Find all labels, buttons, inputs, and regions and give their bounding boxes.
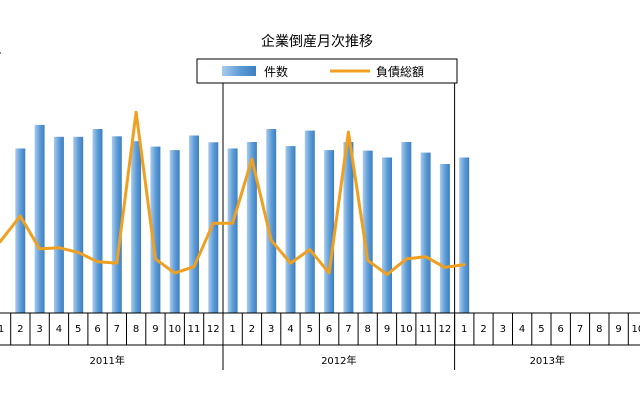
bar-18 [324,150,335,313]
x-tick-label: 3 [268,324,274,335]
bar-21 [382,157,392,313]
x-tick-label: 12 [439,324,452,335]
bar-22 [401,142,412,313]
x-tick-label: 2 [249,324,255,335]
x-tick-label: 4 [519,324,525,335]
year-label: 2011年 [89,354,124,367]
bar-4 [53,136,64,313]
x-tick-label: 8 [133,324,139,335]
bar-5 [73,136,84,313]
bar-10 [169,150,180,313]
x-tick-label: 1 [0,324,4,335]
series-line-debt-total [0,110,466,276]
bar-12 [208,142,219,313]
bar-20 [362,150,373,313]
x-tick-label: 8 [596,324,602,335]
bar-24 [439,164,450,313]
x-tick-label: 1 [229,324,235,335]
bar-16 [285,146,296,313]
x-tick-label: 3 [500,324,506,335]
x-tick-label: 12 [207,324,220,335]
bar-13 [227,148,238,313]
bar-19 [343,142,354,313]
bar-8 [131,141,142,313]
bar-17 [304,130,315,313]
year-label: 2012年 [321,354,356,367]
bar-3 [34,124,45,314]
x-tick-label: 10 [168,324,181,335]
x-tick-label: 9 [384,324,390,335]
x-tick-label: 8 [365,324,371,335]
x-tick-label: 5 [75,324,81,335]
x-tick-label: 6 [326,324,332,335]
bar-25 [459,157,470,313]
x-tick-label: 3 [36,324,42,335]
legend-bar-label: 件数 [264,64,288,79]
x-tick-label: 11 [419,324,432,335]
x-tick-label: 6 [558,324,564,335]
bar-9 [150,146,161,313]
chart-title: 企業倒産月次推移 [261,33,373,50]
bar-7 [111,136,122,313]
legend-line-label: 負債総額 [376,64,424,79]
bar-2 [15,148,26,313]
legend-bar-swatch [222,66,256,76]
x-tick-label: 9 [152,324,158,335]
x-tick-label: 10 [400,324,413,335]
x-tick-label: 7 [577,324,583,335]
x-tick-label: 9 [615,324,621,335]
bar-6 [92,129,103,313]
legend: 件数 負債総額 [196,58,458,84]
x-tick-label: 10 [632,324,640,335]
x-tick-label: 2 [17,324,23,335]
x-tick-label: 5 [307,324,313,335]
x-tick-label: 5 [538,324,544,335]
plot-area: 1 2 3 4 5 6 7 8 9 10 11 12 1 2 3 4 5 6 7 8 9 10 11 12 1 2 3 4 5 6 7 8 9 1… [0,83,640,370]
x-tick-label: 2 [480,324,486,335]
x-tick-label: 7 [114,324,120,335]
bar-15 [266,129,277,313]
x-tick-label: 4 [287,324,293,335]
x-tick-label: 7 [345,324,351,335]
x-tick-label: 11 [188,324,201,335]
year-label: 2013年 [530,354,565,367]
bar-23 [420,152,431,313]
x-tick-label: 4 [56,324,62,335]
x-tick-label: 6 [94,324,100,335]
x-tick-label: 1 [461,324,467,335]
bar-11 [189,135,199,313]
bar-14 [246,142,257,313]
